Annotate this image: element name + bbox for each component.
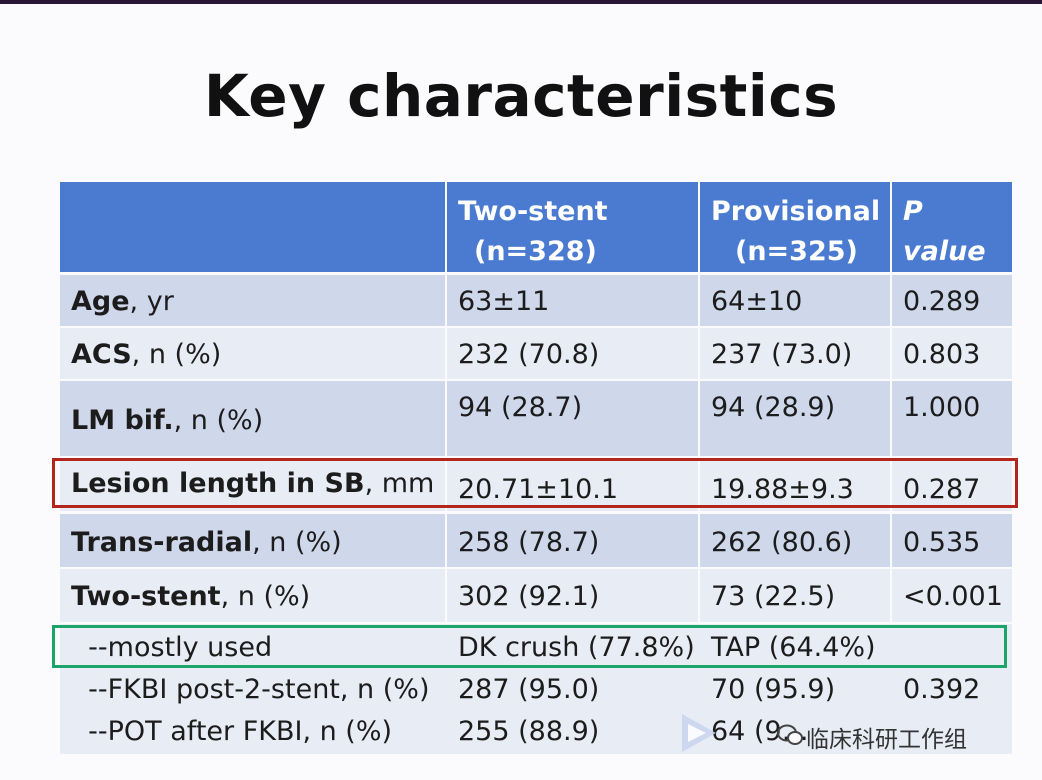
table-cell-p: 0.287 — [892, 458, 1012, 511]
table-cell-p: 0.803 — [892, 328, 1012, 379]
highlight-box-red — [52, 458, 1018, 508]
table-cell: 232 (70.8) — [447, 328, 698, 379]
table-cell: 20.71±10.1 — [447, 458, 698, 511]
table-row-label: ACS, n (%) — [60, 328, 445, 379]
header-provisional-n: (n=325) — [735, 236, 858, 267]
table-cell: 19.88±9.3 — [700, 458, 890, 511]
table-row-label: --FKBI post-2-stent, n (%) — [71, 674, 430, 705]
header-two-stent-n: (n=328) — [474, 236, 597, 267]
table-cell: 94 (28.7) — [447, 381, 698, 456]
row-label-bold: ACS — [71, 339, 132, 370]
header-value-label: value — [903, 236, 986, 267]
row-label-unit: , mm — [364, 468, 435, 499]
table-cell: 64±10 — [700, 275, 890, 326]
row-label-unit: , n (%) — [173, 405, 264, 436]
header-p-label: P — [903, 196, 923, 227]
row-label-bold: Lesion length in SB — [71, 468, 365, 499]
table-row-label: Trans-radial, n (%) — [60, 514, 445, 567]
row-label-unit: , yr — [129, 286, 174, 317]
table-cell: TAP (64.4%) — [711, 632, 876, 663]
table-cell: 73 (22.5) — [700, 569, 890, 622]
highlight-box-green — [52, 625, 1007, 668]
header-cell-p-value: P value — [892, 182, 1012, 272]
table-row-label: Age, yr — [60, 275, 445, 326]
watermark: 临床科研工作组 — [676, 705, 1021, 760]
row-label-bold: Two-stent — [71, 581, 221, 612]
table-cell-p: 0.289 — [892, 275, 1012, 326]
header-provisional-label: Provisional — [711, 196, 881, 227]
row-label-bold: LM bif. — [71, 405, 174, 436]
wechat-icon — [777, 724, 803, 745]
header-two-stent-label: Two-stent — [458, 196, 608, 227]
row-label-unit: , n (%) — [220, 581, 311, 612]
table-cell: 258 (78.7) — [447, 514, 698, 567]
table-cell-p: 0.535 — [892, 514, 1012, 567]
table-row-label: Two-stent, n (%) — [60, 569, 445, 622]
top-border — [0, 0, 1042, 4]
table-row-label: LM bif., n (%) — [60, 381, 445, 456]
table-cell: 63±11 — [447, 275, 698, 326]
table-row-label: --mostly used — [71, 632, 273, 663]
table-cell: 70 (95.9) — [711, 674, 836, 705]
row-label-unit: , n (%) — [252, 527, 342, 558]
table-cell: 255 (88.9) — [458, 716, 600, 747]
table-cell: DK crush (77.8%) — [458, 632, 695, 663]
table-cell: 237 (73.0) — [700, 328, 890, 379]
row-label-bold: Trans-radial — [71, 527, 253, 558]
table-row-label: Lesion length in SB, mm — [60, 458, 445, 511]
slide-title: Key characteristics — [203, 62, 839, 130]
header-cell-two-stent: Two-stent (n=328) — [447, 182, 698, 272]
watermark-text: 临床科研工作组 — [806, 727, 967, 753]
header-cell-blank — [60, 182, 445, 272]
row-label-unit: , n (%) — [131, 339, 222, 370]
header-cell-provisional: Provisional (n=325) — [700, 182, 890, 272]
table-cell: 287 (95.0) — [458, 674, 600, 705]
play-logo-icon — [682, 714, 716, 752]
table-cell: 302 (92.1) — [447, 569, 698, 622]
table-cell: 262 (80.6) — [700, 514, 890, 567]
table-cell-p: 0.392 — [903, 674, 981, 705]
sub-rows-bg — [60, 624, 1012, 754]
table-cell: 94 (28.9) — [700, 381, 890, 456]
table-cell-p: <0.001 — [892, 569, 1012, 622]
row-label-bold: Age — [71, 286, 130, 317]
table-cell-p: 1.000 — [892, 381, 1012, 456]
table-row-label: --POT after FKBI, n (%) — [71, 716, 393, 747]
